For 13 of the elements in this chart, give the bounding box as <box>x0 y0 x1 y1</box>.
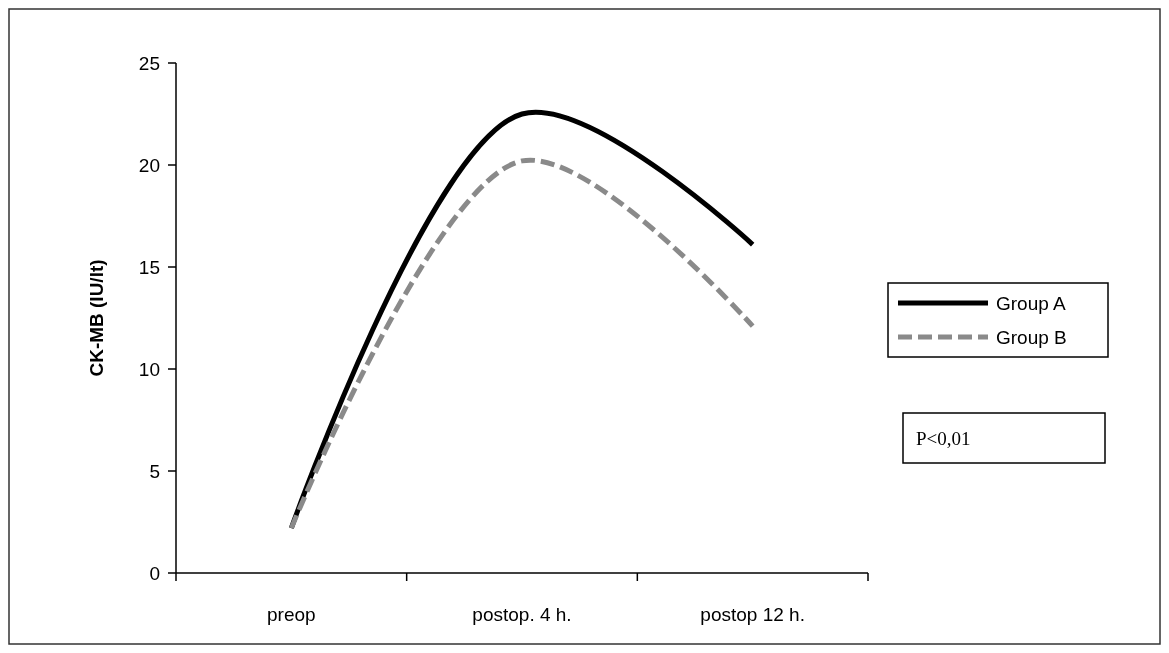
text: P<0,01 <box>916 427 971 449</box>
legend-label: Group A <box>996 292 1067 314</box>
y-axis-title: CK-MB (IU/lt) <box>86 259 107 377</box>
x-tick-label: postop. 4 h. <box>472 604 572 625</box>
y-tick-label: 15 <box>138 256 160 278</box>
x-tick-label: postop 12 h. <box>700 604 805 625</box>
y-tick-label: 25 <box>138 52 160 74</box>
x-tick-label: preop <box>267 604 316 625</box>
y-tick-label: 0 <box>149 562 160 584</box>
legend-label: Group B <box>996 326 1067 348</box>
y-tick-label: 5 <box>149 460 160 482</box>
y-tick-label: 10 <box>138 358 160 380</box>
y-tick-label: 20 <box>138 154 160 176</box>
